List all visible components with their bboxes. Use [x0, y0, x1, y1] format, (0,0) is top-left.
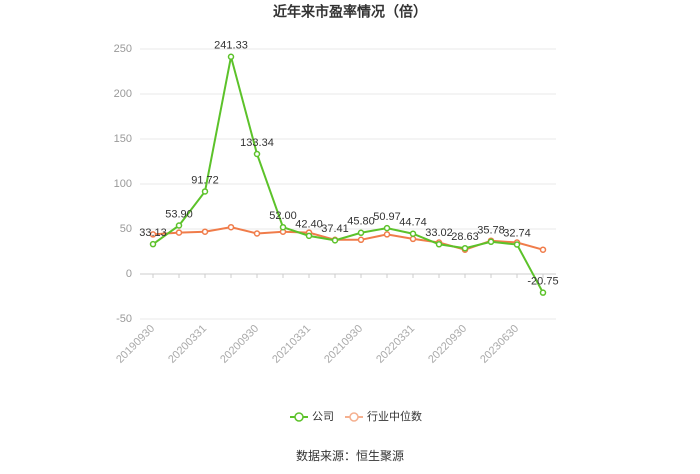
y-tick-label: 0 [126, 268, 132, 280]
y-tick-label: 150 [114, 133, 132, 145]
y-tick-label: 100 [114, 178, 132, 190]
data-label: 35.78 [477, 225, 505, 237]
point [513, 241, 521, 248]
y-tick-label: 50 [120, 223, 132, 235]
x-tick-label: 20220930 [426, 323, 469, 366]
x-tick-label: 20220331 [374, 323, 417, 366]
data-label: 53.90 [165, 208, 193, 220]
point [487, 238, 495, 246]
data-label: 241.33 [214, 40, 248, 52]
point [253, 230, 261, 237]
point [201, 228, 209, 235]
legend-marker [349, 412, 359, 422]
data-label: 133.34 [240, 137, 274, 149]
data-label: 45.80 [347, 216, 375, 228]
point [357, 229, 365, 237]
y-tick-label: 250 [114, 43, 132, 55]
data-label: 52.00 [269, 210, 297, 222]
data-label: 37.41 [321, 223, 349, 235]
data-label: -20.75 [527, 276, 558, 288]
point [331, 237, 339, 244]
point [461, 244, 469, 252]
point [435, 241, 443, 248]
point [227, 223, 235, 231]
point [175, 229, 183, 236]
y-tick-label: -50 [116, 313, 132, 325]
x-tick-label: 20230630 [478, 323, 521, 366]
point [539, 246, 547, 253]
data-label: 91.72 [191, 174, 219, 186]
point [539, 289, 547, 296]
data-label: 33.02 [425, 227, 453, 239]
point [227, 53, 235, 61]
point [201, 188, 209, 195]
point [175, 222, 183, 229]
x-tick-label: 20210930 [322, 323, 365, 366]
data-label: 50.97 [373, 211, 401, 223]
data-label: 42.40 [295, 219, 323, 231]
x-tick-label: 20210331 [270, 323, 313, 366]
point [409, 230, 417, 237]
x-tick-label: 20200930 [218, 323, 261, 366]
line [152, 56, 544, 294]
point [149, 240, 157, 248]
point [279, 223, 287, 231]
y-tick-label: 200 [114, 88, 132, 100]
legend-label: 公司 [312, 411, 334, 423]
source: 数据来源：恒生聚源 [296, 448, 404, 463]
data-label: 28.63 [451, 231, 479, 243]
point [409, 235, 417, 243]
x-tick-label: 20190930 [114, 323, 157, 366]
legend-marker [294, 412, 304, 422]
data-label: 44.74 [399, 217, 427, 229]
point [253, 150, 261, 158]
point [383, 231, 391, 238]
point [149, 231, 157, 238]
point [383, 224, 391, 232]
data-label: 33.13 [139, 227, 167, 239]
data-label: 32.74 [503, 227, 531, 239]
chart-title: 近年来市盈率情况（倍） [273, 4, 427, 20]
x-tick-label: 20200331 [166, 323, 209, 366]
legend-label: 行业中位数 [367, 409, 422, 423]
point [357, 236, 365, 244]
point [305, 232, 313, 240]
